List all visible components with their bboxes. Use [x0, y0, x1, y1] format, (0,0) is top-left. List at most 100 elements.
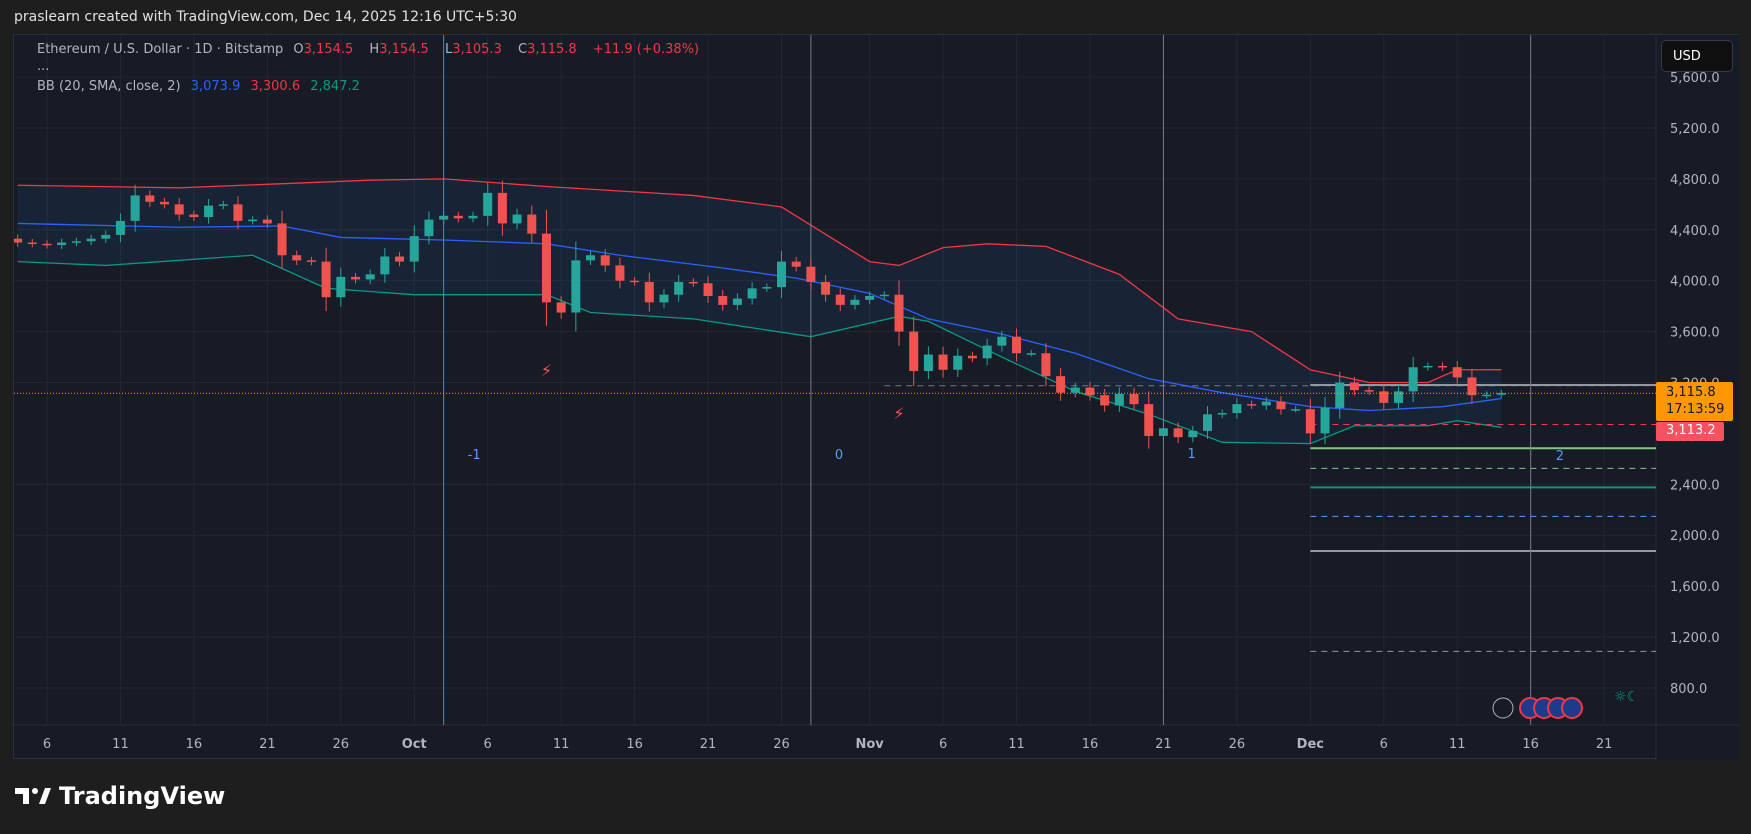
tradingview-logo[interactable]: TradingView — [15, 782, 225, 810]
change-value: +11.9 (+0.38%) — [592, 42, 700, 57]
bar-countdown: 17:13:59 — [1666, 402, 1725, 417]
price-tick-label: 2,000.0 — [1670, 529, 1720, 544]
currency-button[interactable]: USD — [1661, 40, 1733, 72]
candle-body — [1217, 413, 1227, 415]
candle-body — [659, 294, 669, 303]
candle-body — [395, 256, 405, 262]
bb-fill — [17, 178, 1502, 444]
time-tick-label: 21 — [259, 737, 276, 752]
candle-body — [350, 276, 360, 280]
candle-body — [1188, 430, 1198, 438]
chart-panel[interactable]: 800.01,200.01,600.02,000.02,400.03,200.0… — [13, 34, 1739, 760]
candle-body — [424, 219, 434, 237]
candle-body — [306, 260, 316, 262]
candle-body — [718, 295, 728, 305]
price-tick-label: 800.0 — [1670, 682, 1707, 697]
candle-body — [512, 214, 522, 224]
candle-body — [850, 299, 860, 305]
close-value: 3,115.8 — [527, 42, 577, 57]
candle-body — [1114, 393, 1124, 406]
candle-body — [1482, 394, 1492, 397]
us-flag-event-icon — [1561, 697, 1583, 719]
candle-body — [541, 233, 551, 303]
candle-body — [439, 215, 449, 220]
candle-body — [1085, 387, 1095, 396]
candle-body — [953, 355, 963, 370]
time-tick-label: 16 — [1522, 737, 1539, 752]
legend-more[interactable]: ... — [37, 59, 50, 74]
candle-body — [1041, 353, 1051, 377]
time-tick-label: 11 — [1008, 737, 1025, 752]
candle-body — [1379, 391, 1389, 403]
candle-body — [909, 331, 919, 372]
price-tick-label: 2,400.0 — [1670, 478, 1720, 493]
candle-body — [1305, 409, 1315, 434]
candle-body — [468, 215, 478, 219]
candle-body — [218, 204, 228, 206]
candle-body — [160, 201, 170, 205]
candle-body — [365, 274, 375, 280]
price-tick-label: 4,400.0 — [1670, 224, 1720, 239]
lightning-icon: ⚡ — [893, 404, 904, 423]
candle-body — [1247, 404, 1257, 406]
candle-body — [967, 355, 977, 359]
candle-body — [380, 256, 390, 275]
candle-body — [1276, 401, 1286, 410]
last-price-value: 3,115.8 — [1666, 385, 1716, 400]
candle-body — [527, 214, 537, 234]
candle-body — [233, 204, 243, 221]
candle-body — [703, 283, 713, 296]
candlestick-chart[interactable]: 800.01,200.01,600.02,000.02,400.03,200.0… — [14, 35, 1739, 760]
time-tick-label: 26 — [333, 737, 350, 752]
candle-body — [1100, 395, 1110, 406]
candle-body — [1261, 401, 1271, 406]
candle-body — [1026, 353, 1036, 355]
time-tick-label: 11 — [112, 737, 129, 752]
candle-body — [1173, 428, 1183, 438]
bb-upper-line — [17, 178, 1502, 384]
candle-body — [644, 281, 654, 303]
symbol-title: Ethereum / U.S. Dollar · 1D · Bitstamp — [37, 42, 284, 57]
candle-body — [1129, 393, 1139, 405]
candle-body — [1012, 336, 1022, 354]
secondary-price-tag: 3,113.2 — [1656, 422, 1724, 441]
candle-body — [1467, 377, 1477, 396]
bb-legend[interactable]: BB (20, SMA, close, 2) 3,073.9 3,300.6 2… — [37, 79, 366, 94]
bb-middle-value: 3,073.9 — [190, 79, 241, 94]
candle-body — [835, 294, 845, 305]
candle-body — [556, 302, 566, 313]
price-tick-label: 4,000.0 — [1670, 275, 1720, 290]
time-tick-label: 21 — [1155, 737, 1172, 752]
candle-body — [982, 345, 992, 359]
price-tick-label: 5,600.0 — [1670, 71, 1720, 86]
candle-body — [277, 223, 287, 256]
candle-body — [674, 281, 684, 295]
candle-body — [791, 261, 801, 267]
time-tick-label: Oct — [402, 737, 427, 752]
candle-body — [777, 261, 786, 288]
candle-body — [1291, 409, 1301, 411]
candle-body — [409, 236, 419, 262]
candle-body — [115, 220, 125, 235]
symbol-legend[interactable]: Ethereum / U.S. Dollar · 1D · Bitstamp O… — [37, 42, 700, 57]
candle-body — [1452, 367, 1462, 378]
candle-body — [1335, 382, 1345, 408]
candle-body — [1423, 365, 1433, 368]
vertical-marker-label: 0 — [835, 448, 843, 463]
candle-body — [1320, 407, 1330, 434]
tradingview-logo-icon — [15, 788, 51, 804]
candle-body — [1070, 387, 1080, 393]
candle-body — [806, 266, 816, 282]
price-tick-label: 3,600.0 — [1670, 326, 1720, 341]
candle-body — [586, 255, 596, 261]
candle-body — [600, 255, 610, 266]
candle-body — [336, 276, 346, 298]
candle-body — [923, 354, 933, 372]
candle-body — [747, 288, 757, 299]
price-tick-label: 4,800.0 — [1670, 173, 1720, 188]
candle-body — [248, 219, 258, 222]
candle-body — [879, 294, 889, 297]
candle-body — [71, 241, 81, 243]
candle-body — [615, 265, 625, 281]
time-tick-label: 6 — [1380, 737, 1388, 752]
